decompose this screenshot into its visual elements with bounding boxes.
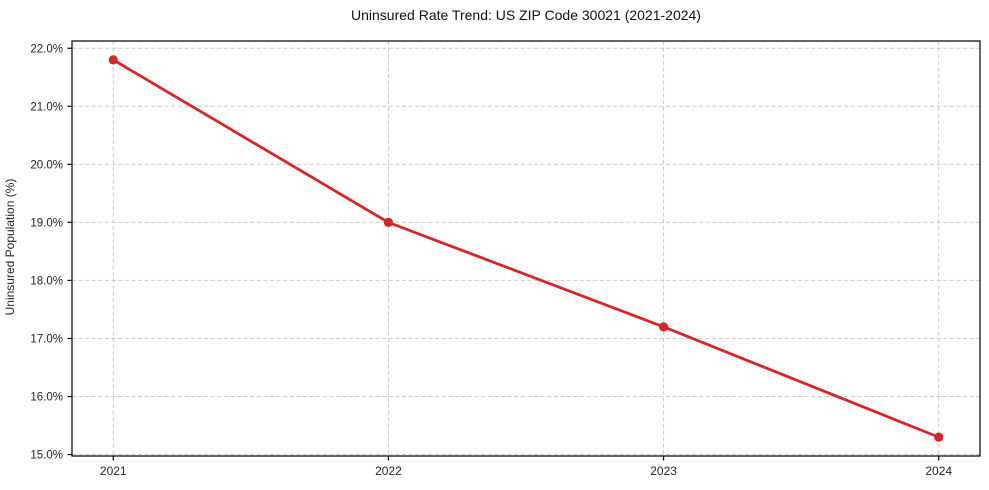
chart-title: Uninsured Rate Trend: US ZIP Code 30021 … (351, 7, 701, 23)
y-tick-label: 19.0% (30, 217, 63, 229)
y-tick-label: 18.0% (30, 275, 63, 287)
y-tick-label: 20.0% (30, 159, 63, 171)
y-tick-label: 17.0% (30, 333, 63, 345)
y-tick-label: 21.0% (30, 101, 63, 113)
y-tick-label: 22.0% (30, 43, 63, 55)
data-point-marker (383, 217, 394, 227)
trend-line (111, 58, 941, 439)
x-tick-label: 2022 (375, 464, 402, 478)
y-tick-label: 16.0% (30, 392, 63, 404)
y-tick-label: 15.0% (30, 450, 63, 462)
plot-border (71, 40, 981, 457)
y-axis-label: Uninsured Population (%) (3, 179, 17, 316)
x-tick-label: 2024 (925, 464, 952, 478)
data-point-marker (934, 432, 944, 442)
data-point-marker (108, 55, 118, 65)
x-tick-label: 2023 (650, 464, 677, 478)
x-tick-label: 2021 (100, 464, 127, 478)
data-point-marker (658, 322, 669, 332)
